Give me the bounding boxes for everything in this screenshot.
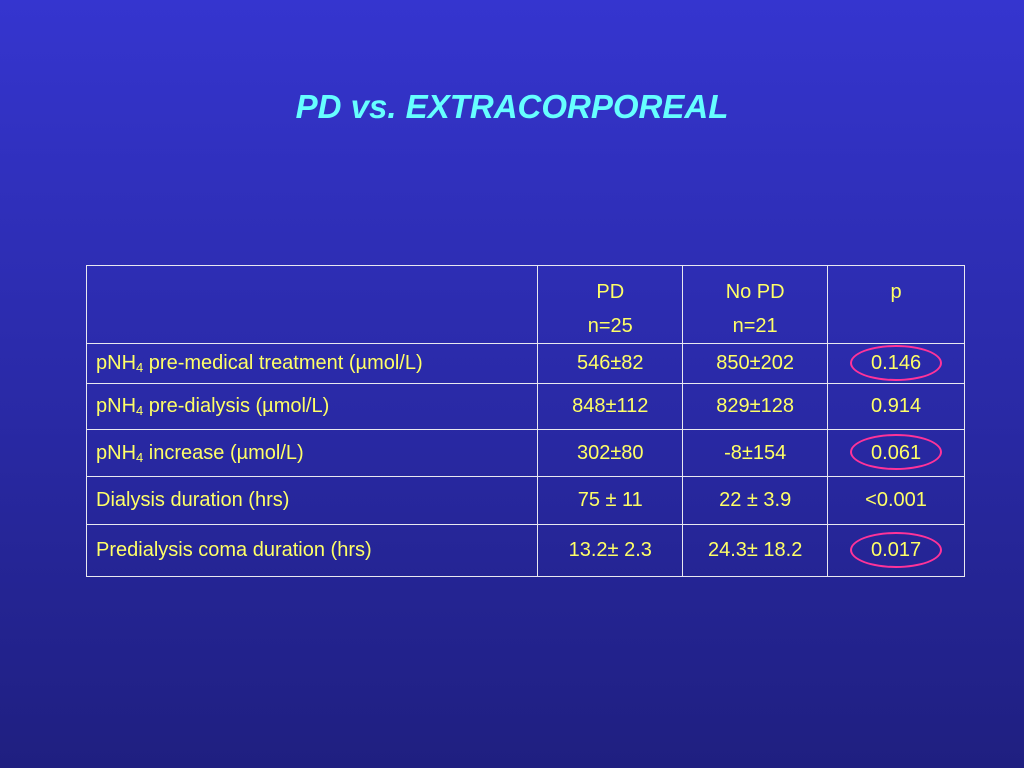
header-text: No PD	[725, 281, 785, 303]
label-text: pre-medical treatment (µmol/L)	[143, 352, 423, 374]
label-subscript: 4	[136, 360, 144, 375]
table-row: Predialysis coma duration (hrs) 13.2± 2.3…	[85, 524, 965, 577]
value-cell: 0.914	[827, 383, 965, 430]
header-text: PD	[596, 281, 625, 303]
label-text: increase (µmol/L)	[143, 441, 304, 464]
label-text: pre-dialysis (µmol/L)	[143, 395, 330, 417]
header-row: PD n=25 No PD n=21 p	[85, 265, 965, 344]
value-cell: <0.001	[827, 476, 965, 525]
header-cell: p	[827, 265, 965, 344]
value-cell: 0.061	[827, 429, 965, 477]
header-text: n=25	[587, 315, 633, 337]
highlight-ring	[850, 531, 943, 568]
value-cell: 75 ± 11	[537, 476, 684, 525]
value-cell: 546±82	[537, 343, 684, 384]
table-row: pNH4 pre-dialysis (µmol/L) 848±112 829±128…	[85, 383, 965, 430]
row-label: Predialysis coma duration (hrs)	[85, 524, 539, 577]
value-cell: 24.3± 18.2	[682, 524, 829, 577]
slide-title: PD vs. EXTRACORPOREAL	[295, 88, 729, 125]
highlight-ring	[850, 344, 943, 381]
value-cell: 850±202	[682, 343, 829, 384]
value-cell: 848±112	[537, 383, 684, 430]
value-cell: 302±80	[537, 429, 684, 477]
table-row: pNH4 pre-medical treatment (µmol/L) 546±8…	[85, 343, 965, 384]
header-text: p	[890, 281, 902, 303]
row-label: pNH4 pre-dialysis (µmol/L)	[85, 383, 539, 430]
label-text: pNH	[96, 352, 137, 374]
label-subscript: 4	[136, 449, 144, 465]
value-cell: 22 ± 3.9	[682, 476, 829, 525]
label-text: pNH	[96, 441, 137, 464]
table-row: pNH4 increase (µmol/L) 302±80 -8±154 0.061	[85, 429, 965, 477]
highlight-ring	[850, 434, 943, 470]
table-body: PD n=25 No PD n=21 p pNH4 pre-medical treatme…	[85, 265, 965, 577]
row-label: Dialysis duration (hrs)	[85, 476, 539, 525]
row-label: pNH4 pre-medical treatment (µmol/L)	[85, 343, 539, 384]
label-subscript: 4	[136, 403, 144, 418]
table-row: Dialysis duration (hrs) 75 ± 11 22 ± 3.9 <0…	[85, 476, 965, 525]
header-cell: No PD n=21	[682, 265, 829, 344]
value-cell: 829±128	[682, 383, 829, 430]
header-cell	[85, 265, 539, 344]
row-label: pNH4 increase (µmol/L)	[85, 429, 539, 477]
header-text: n=21	[732, 315, 778, 337]
header-cell: PD n=25	[537, 265, 684, 344]
value-cell: 13.2± 2.3	[537, 524, 684, 577]
value-cell: 0.146	[827, 343, 965, 384]
label-text: pNH	[96, 395, 137, 417]
value-cell: 0.017	[827, 524, 965, 577]
value-cell: -8±154	[682, 429, 829, 477]
results-table: PD n=25 No PD n=21 p pNH4 pre-medical treatme…	[85, 265, 965, 577]
